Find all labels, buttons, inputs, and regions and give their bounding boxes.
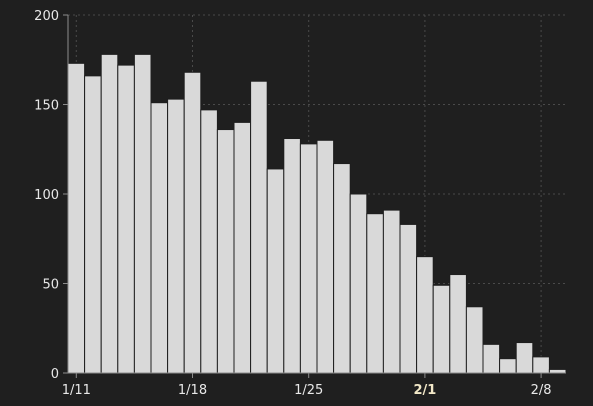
bar: 1/28: 100: [349, 193, 368, 374]
bar: 2/1: 65: [416, 256, 434, 374]
bar: 1/27: 117: [333, 163, 351, 374]
y-tick-label: 0: [51, 367, 59, 382]
bars-layer: 1/11: 1731/12: 1661/13: 1781/14: 1721/15…: [67, 53, 567, 374]
grid-layer: [68, 14, 566, 373]
axis-layer: [63, 14, 566, 378]
y-tick-label: 100: [34, 188, 59, 203]
bar: 1/26: 130: [316, 139, 335, 374]
bar: 2/4: 37: [465, 306, 484, 374]
bar: 1/17: 153: [167, 98, 185, 374]
bar: 1/15: 178: [133, 53, 152, 374]
bar: 2/9: 2: [548, 368, 567, 374]
bar: 1/12: 166: [84, 75, 102, 374]
bar: 1/29: 89: [366, 213, 384, 374]
bar: 2/8: 9: [532, 356, 550, 374]
x-tick-label: 2/1: [413, 383, 436, 398]
bar: 1/11: 173: [67, 62, 86, 374]
bar: 1/23: 114: [266, 168, 285, 374]
bar: 2/5: 16: [482, 343, 501, 374]
bar: 1/19: 147: [200, 109, 218, 374]
bar: 1/13: 178: [100, 53, 119, 374]
bar: 1/14: 172: [117, 64, 135, 374]
y-tick-label: 150: [34, 99, 59, 114]
bar: 1/20: 136: [216, 129, 235, 374]
bar: 1/24: 131: [283, 138, 301, 374]
bar: 1/30: 91: [382, 209, 401, 374]
bar: 2/2: 49: [432, 284, 451, 374]
bar: 1/22: 163: [250, 80, 268, 374]
bar: 1/16: 151: [150, 102, 169, 374]
labels-layer: 0 50 100 150 200 1/11 1/18 1/25 2/1 2/8: [34, 9, 551, 398]
x-tick-label: 1/18: [178, 383, 207, 398]
bar: 1/31: 83: [399, 223, 418, 374]
x-tick-label: 1/11: [62, 383, 91, 398]
y-tick-label: 200: [34, 9, 59, 24]
bar: 2/3: 55: [449, 274, 467, 374]
bar: 1/18: 168: [183, 71, 202, 374]
bar: 1/21: 140: [233, 121, 252, 374]
x-tick-label: 2/8: [531, 383, 552, 398]
bar: 2/7: 17: [515, 342, 534, 374]
bar: 1/25: 128: [299, 143, 318, 374]
y-tick-label: 50: [42, 278, 59, 293]
x-tick-label: 1/25: [294, 383, 323, 398]
bar: 2/6: 8: [499, 358, 517, 374]
